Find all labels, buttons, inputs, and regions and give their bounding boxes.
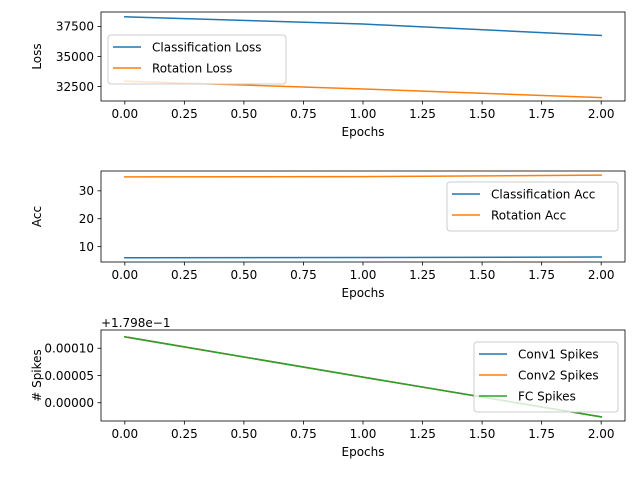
chart-2: 0.00 0.25 0.50 0.75 1.00 1.25 1.50 1.75 2.00 10 20… [30, 170, 626, 300]
x-tick-label: 0.00 [111, 427, 138, 441]
x-tick-label: 1.75 [528, 107, 555, 121]
x-tick-label: 1.75 [528, 427, 555, 441]
x-tick-label: 1.75 [528, 268, 555, 282]
chart-3: 0.00 0.25 0.50 0.75 1.00 1.25 1.50 1.75 2.00 0.00… [30, 316, 626, 459]
y-tick-label: 30 [79, 184, 94, 198]
x-tick-label: 0.50 [231, 268, 258, 282]
x-tick-label: 1.25 [409, 427, 436, 441]
x-tick-label: 0.75 [290, 107, 317, 121]
series-line-2 [124, 174, 602, 178]
y-axis-label: Acc [30, 206, 44, 227]
legend-label-3: FC Spikes [518, 389, 576, 403]
x-tick-label: 0.50 [231, 427, 258, 441]
x-tick-label: 1.50 [469, 107, 496, 121]
legend-box [473, 341, 619, 413]
legend: Conv1 Spikes Conv2 Spikes FC Spikes [473, 341, 619, 413]
x-tick-label: 0.25 [171, 427, 198, 441]
x-axis-label: Epochs [342, 445, 385, 459]
legend-label-2: Rotation Loss [152, 61, 232, 75]
legend-label-1: Conv1 Spikes [518, 347, 599, 361]
legend-box [446, 181, 619, 232]
series-group [124, 174, 602, 259]
x-tick-label: 2.00 [588, 107, 615, 121]
x-axis-label: Epochs [342, 286, 385, 300]
y-offset-label: +1.798e−1 [101, 316, 170, 330]
y-tick-label: 0.00010 [44, 342, 94, 356]
legend-label-1: Classification Acc [491, 187, 595, 201]
x-tick-label: 0.00 [111, 268, 138, 282]
x-tick-label: 1.00 [350, 427, 377, 441]
y-tick-label: 32500 [56, 80, 94, 94]
x-tick-label: 1.25 [409, 268, 436, 282]
y-axis-label: Loss [30, 43, 44, 69]
x-tick-label: 0.75 [290, 427, 317, 441]
x-tick-label: 0.75 [290, 268, 317, 282]
y-tick-label: 0.00005 [44, 369, 94, 383]
y-axis-label: # Spikes [30, 349, 44, 402]
legend-label-2: Conv2 Spikes [518, 368, 599, 382]
x-tick-label: 1.25 [409, 107, 436, 121]
x-tick-label: 0.50 [231, 107, 258, 121]
y-tick-label: 35000 [56, 50, 94, 64]
x-tick-label: 1.00 [350, 268, 377, 282]
x-tick-label: 0.25 [171, 268, 198, 282]
x-tick-label: 1.00 [350, 107, 377, 121]
y-tick-label: 20 [79, 212, 94, 226]
legend-box [107, 34, 287, 85]
x-tick-label: 0.25 [171, 107, 198, 121]
legend: Classification Loss Rotation Loss [107, 34, 287, 85]
x-tick-label: 1.50 [469, 268, 496, 282]
series-line-1 [124, 256, 602, 259]
chart-1: 0.00 0.25 0.50 0.75 1.00 1.25 1.50 1.75 2.00 3250… [30, 11, 626, 139]
x-tick-label: 2.00 [588, 427, 615, 441]
x-axis-label: Epochs [342, 125, 385, 139]
x-tick-label: 0.00 [111, 107, 138, 121]
x-tick-label: 1.50 [469, 427, 496, 441]
legend-label-2: Rotation Acc [491, 208, 566, 222]
y-tick-label: 37500 [56, 20, 94, 34]
series-line-1 [124, 16, 602, 37]
legend-label-1: Classification Loss [152, 40, 262, 54]
y-tick-label: 0.00000 [44, 396, 94, 410]
x-tick-label: 2.00 [588, 268, 615, 282]
legend: Classification Acc Rotation Acc [446, 181, 619, 232]
y-tick-label: 10 [79, 240, 94, 254]
